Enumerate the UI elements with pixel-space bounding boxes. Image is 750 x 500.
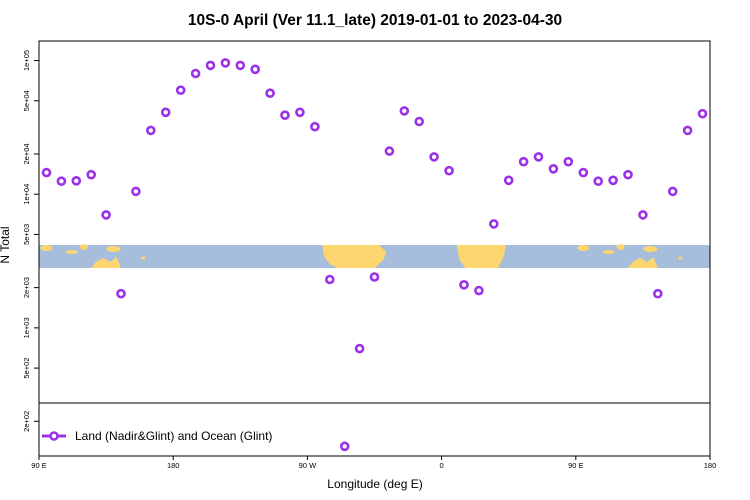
data-point [414,116,425,127]
data-point [265,88,275,98]
land-africa [456,245,506,268]
data-point [131,186,141,197]
data-point [71,176,82,186]
land-new-guinea [643,246,658,252]
data-point [220,58,231,68]
data-point [593,176,604,186]
data-point [563,156,574,167]
x-axis: 90 E 180 90 W 0 90 E 180 [31,456,716,470]
data-point [354,343,365,354]
y-tick-label: 2e+02 [22,411,31,432]
data-point [533,152,544,162]
data-point [310,121,320,132]
legend-label: Land (Nadir&Glint) and Ocean (Glint) [75,429,272,443]
y-tick-label: 1e+04 [22,184,31,205]
data-point [116,288,126,299]
land-sumatra [577,245,590,251]
data-point [667,186,678,197]
data-point [503,175,514,186]
data-point [638,210,648,220]
land-sumatra [40,245,53,251]
data-point [41,167,52,178]
x-tick-label: 90 E [568,461,583,470]
legend: Land (Nadir&Glint) and Ocean (Glint) [42,429,272,443]
data-point [518,156,529,167]
land-sulawesi [79,244,88,250]
land-new-guinea [106,246,121,252]
data-point [384,146,395,156]
data-point [399,106,410,116]
y-tick-label: 5e+02 [22,358,31,379]
data-point [324,274,335,285]
data-point [175,85,186,95]
x-tick-label: 90 W [299,461,317,470]
data-point [205,60,216,71]
chart-title: 10S-0 April (Ver 11.1_late) 2019-01-01 t… [188,12,562,29]
y-tick-label: 2e+03 [22,277,31,298]
data-point [652,288,663,299]
x-axis-label: Longitude (deg E) [327,477,422,491]
data-point [295,107,305,118]
land-java [65,250,78,254]
y-tick-label: 2e+04 [22,143,31,164]
x-tick-label: 180 [704,461,717,470]
y-tick-label: 1e+05 [22,50,31,71]
land-south-america [322,245,387,268]
data-point [235,60,246,71]
data-point [86,169,96,180]
data-point [190,68,201,79]
y-tick-label: 5e+04 [22,90,31,111]
data-point [429,152,439,162]
data-point [339,441,350,452]
y-axis-label: N Total [0,226,12,263]
data-point [697,108,708,119]
legend-marker [49,431,59,441]
land-australia-north [91,257,121,268]
data-point [488,219,499,229]
data-point [623,169,633,180]
data-point [146,125,156,136]
data-point [578,167,589,178]
data-point [608,175,618,186]
data-point [101,210,111,220]
data-point [369,272,380,282]
x-tick-label: 0 [440,461,444,470]
land-australia-north [628,257,658,268]
data-point [474,285,484,296]
data-point [250,64,260,75]
land-masses [40,244,683,268]
x-tick-label: 180 [167,461,180,470]
land-java [602,250,615,254]
y-tick-label: 5e+03 [22,224,31,245]
land-sulawesi [616,244,625,250]
data-point [56,176,67,186]
data-point [444,165,454,176]
land-solomons [678,256,683,260]
y-axis: 1e+05 5e+04 2e+04 1e+04 5e+03 2e+03 1e+03 5e+02… [22,50,39,432]
data-point [459,279,469,290]
map-strip [39,244,710,268]
data-points [41,58,708,452]
data-point [682,125,693,136]
x-tick-label: 90 E [31,461,46,470]
plot-frame [38,40,711,457]
land-solomons [141,256,146,260]
data-point [548,164,559,174]
data-point [280,110,290,120]
data-point [160,107,171,118]
y-tick-label: 1e+03 [22,317,31,338]
